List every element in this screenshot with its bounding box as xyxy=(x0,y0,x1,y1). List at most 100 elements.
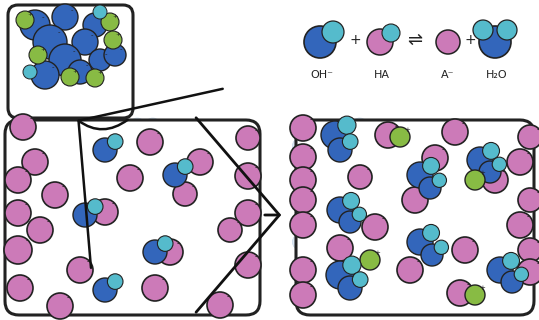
Circle shape xyxy=(64,168,80,184)
Text: +: + xyxy=(113,14,118,19)
Circle shape xyxy=(410,265,426,281)
Text: -: - xyxy=(367,165,369,174)
Circle shape xyxy=(494,185,510,201)
Circle shape xyxy=(169,123,185,139)
Circle shape xyxy=(468,123,483,139)
Circle shape xyxy=(149,134,165,150)
Circle shape xyxy=(423,252,445,274)
Circle shape xyxy=(290,187,316,213)
Circle shape xyxy=(205,137,220,153)
Circle shape xyxy=(370,170,386,186)
Circle shape xyxy=(22,284,38,300)
Circle shape xyxy=(378,284,394,300)
Circle shape xyxy=(59,201,75,217)
Circle shape xyxy=(461,154,483,176)
Circle shape xyxy=(326,261,354,289)
Circle shape xyxy=(320,154,336,170)
Circle shape xyxy=(190,154,205,170)
Circle shape xyxy=(30,121,46,137)
Circle shape xyxy=(142,215,157,231)
Circle shape xyxy=(145,118,161,134)
Circle shape xyxy=(171,220,193,242)
Circle shape xyxy=(350,200,365,216)
Circle shape xyxy=(238,200,254,216)
Circle shape xyxy=(187,149,213,175)
Circle shape xyxy=(224,252,246,274)
Circle shape xyxy=(217,221,239,243)
Circle shape xyxy=(494,249,510,265)
Circle shape xyxy=(377,206,399,228)
Circle shape xyxy=(65,116,81,132)
Text: -: - xyxy=(62,182,65,191)
Circle shape xyxy=(375,123,390,139)
Circle shape xyxy=(89,121,105,137)
Circle shape xyxy=(304,26,336,58)
Circle shape xyxy=(385,254,407,276)
Circle shape xyxy=(510,120,526,136)
Circle shape xyxy=(167,217,182,233)
Text: -: - xyxy=(47,217,50,226)
Circle shape xyxy=(74,137,96,159)
Text: -: - xyxy=(537,259,539,268)
Circle shape xyxy=(472,250,488,266)
Circle shape xyxy=(160,167,176,183)
Circle shape xyxy=(154,137,176,159)
Text: -: - xyxy=(467,280,470,289)
Circle shape xyxy=(181,254,203,276)
Text: +: + xyxy=(464,33,476,47)
Text: +: + xyxy=(73,69,78,74)
Circle shape xyxy=(52,4,78,30)
Circle shape xyxy=(125,136,141,152)
Circle shape xyxy=(382,24,400,42)
Circle shape xyxy=(457,126,479,148)
Circle shape xyxy=(35,202,51,218)
Circle shape xyxy=(218,218,242,242)
Circle shape xyxy=(432,173,446,188)
Circle shape xyxy=(372,268,388,284)
Circle shape xyxy=(105,121,121,137)
Circle shape xyxy=(487,257,513,283)
Circle shape xyxy=(12,186,28,202)
Circle shape xyxy=(172,284,188,300)
Circle shape xyxy=(23,65,37,79)
Circle shape xyxy=(305,186,320,202)
Circle shape xyxy=(67,269,89,291)
Circle shape xyxy=(179,157,201,179)
Circle shape xyxy=(136,248,152,264)
Circle shape xyxy=(9,154,25,170)
Circle shape xyxy=(461,253,483,275)
Circle shape xyxy=(506,268,522,284)
Circle shape xyxy=(410,200,426,216)
Circle shape xyxy=(426,200,441,216)
Circle shape xyxy=(494,173,516,195)
Circle shape xyxy=(423,189,445,211)
Circle shape xyxy=(163,163,187,187)
Circle shape xyxy=(216,283,232,299)
Text: -: - xyxy=(51,64,54,70)
Circle shape xyxy=(236,126,260,150)
Circle shape xyxy=(104,205,126,227)
Circle shape xyxy=(17,253,39,275)
Circle shape xyxy=(19,124,41,146)
Circle shape xyxy=(209,120,225,136)
Circle shape xyxy=(24,170,40,186)
Circle shape xyxy=(296,266,312,282)
Circle shape xyxy=(70,151,86,167)
Circle shape xyxy=(182,217,198,233)
Circle shape xyxy=(214,123,236,145)
Circle shape xyxy=(473,20,493,40)
Circle shape xyxy=(390,127,410,147)
Circle shape xyxy=(338,116,356,134)
Circle shape xyxy=(507,203,523,219)
Circle shape xyxy=(510,185,526,201)
Circle shape xyxy=(496,206,518,228)
Circle shape xyxy=(347,233,363,249)
Text: -: - xyxy=(73,48,75,54)
Circle shape xyxy=(514,267,529,282)
Text: -: - xyxy=(112,199,115,208)
Circle shape xyxy=(308,234,323,250)
Circle shape xyxy=(189,237,211,259)
Circle shape xyxy=(238,266,254,282)
Circle shape xyxy=(245,136,261,152)
Circle shape xyxy=(142,275,168,301)
